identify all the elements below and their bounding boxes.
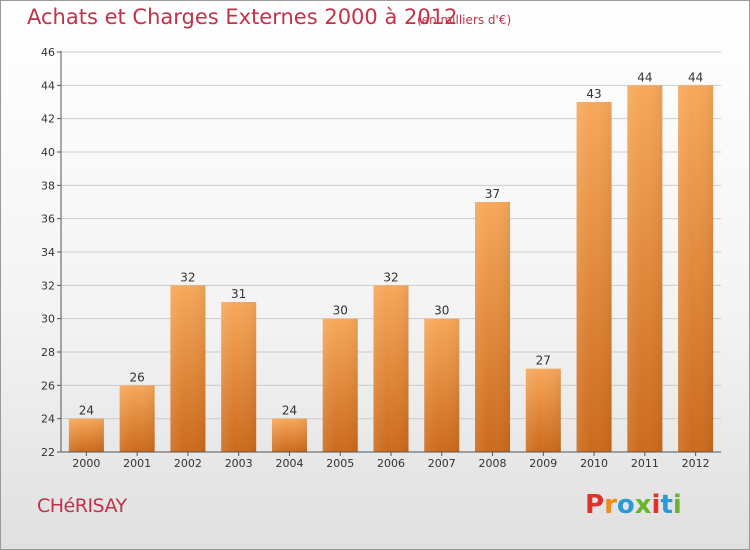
- bar-shine-2011: [627, 85, 663, 452]
- bar-shine-2003: [221, 302, 257, 452]
- y-tick-label: 22: [41, 446, 55, 459]
- brand-letter: t: [660, 490, 673, 520]
- chart-subtitle: (en milliers d'€): [417, 13, 512, 27]
- y-tick-label: 26: [41, 379, 55, 392]
- bar-shine-2012: [678, 85, 714, 452]
- x-tick-label-2002: 2002: [174, 457, 202, 470]
- axes: 22 24 26 28 30 32 34 36 38 40 42 44 46: [41, 46, 721, 459]
- bar-shine-2008: [475, 202, 511, 452]
- y-tick-label: 40: [41, 146, 55, 159]
- brand-letter: x: [634, 490, 652, 520]
- x-tick-label-2004: 2004: [275, 457, 303, 470]
- bar-shine-2001: [119, 385, 155, 452]
- x-tick-label-2007: 2007: [428, 457, 456, 470]
- y-tick-label: 32: [41, 279, 55, 292]
- value-label-2001: 26: [130, 370, 145, 384]
- x-tick-label-2006: 2006: [377, 457, 405, 470]
- x-tick-label-2005: 2005: [326, 457, 354, 470]
- x-tick-label-2010: 2010: [580, 457, 608, 470]
- brand-letter: o: [616, 490, 635, 520]
- y-tick-label: 44: [41, 79, 55, 92]
- x-tick-label-2001: 2001: [123, 457, 151, 470]
- y-tick-label: 28: [41, 346, 55, 359]
- bars: [68, 85, 714, 452]
- value-label-2010: 43: [586, 87, 601, 101]
- value-label-2011: 44: [637, 70, 652, 84]
- bar-shine-2004: [271, 418, 307, 452]
- bar-shine-2007: [424, 318, 460, 452]
- x-tick-label-2003: 2003: [225, 457, 253, 470]
- value-label-2004: 24: [282, 404, 297, 418]
- brand-letter: i: [672, 490, 682, 520]
- value-label-2009: 27: [536, 354, 551, 368]
- y-tick-label: 42: [41, 113, 55, 126]
- x-tick-label-2009: 2009: [529, 457, 557, 470]
- value-label-2003: 31: [231, 287, 246, 301]
- y-tick-label: 46: [41, 46, 55, 59]
- chart-title: Achats et Charges Externes 2000 à 2012: [27, 5, 458, 29]
- y-tick-label: 24: [41, 413, 55, 426]
- x-tick-label-2011: 2011: [631, 457, 659, 470]
- y-tick-label: 30: [41, 313, 55, 326]
- commune-name: CHéRISAY: [37, 495, 127, 517]
- bar-shine-2006: [373, 285, 409, 452]
- x-tick-label-2012: 2012: [682, 457, 710, 470]
- value-label-2005: 30: [333, 304, 348, 318]
- y-tick-label: 38: [41, 179, 55, 192]
- bar-shine-2002: [170, 285, 206, 452]
- bar-shine-2000: [68, 418, 104, 452]
- y-tick-label: 36: [41, 213, 55, 226]
- x-tick-label-2008: 2008: [479, 457, 507, 470]
- brand-letter: i: [651, 490, 661, 520]
- bar-shine-2005: [322, 318, 358, 452]
- value-label-2007: 30: [434, 304, 449, 318]
- value-label-2000: 24: [79, 404, 94, 418]
- brand-letter: P: [585, 490, 605, 520]
- value-label-2006: 32: [383, 270, 398, 284]
- value-label-2002: 32: [180, 270, 195, 284]
- proxiti-logo: Proxiti: [585, 490, 682, 520]
- value-label-2012: 44: [688, 70, 703, 84]
- bar-shine-2010: [576, 102, 612, 452]
- x-tick-label-2000: 2000: [72, 457, 100, 470]
- bar-shine-2009: [525, 368, 561, 452]
- value-label-2008: 37: [485, 187, 500, 201]
- brand-letter: r: [604, 490, 617, 520]
- y-tick-label: 34: [41, 246, 55, 259]
- labels: 2000 24 2001 26 2002 32 2003 31 2004 24 2005 30 2006…: [72, 70, 709, 470]
